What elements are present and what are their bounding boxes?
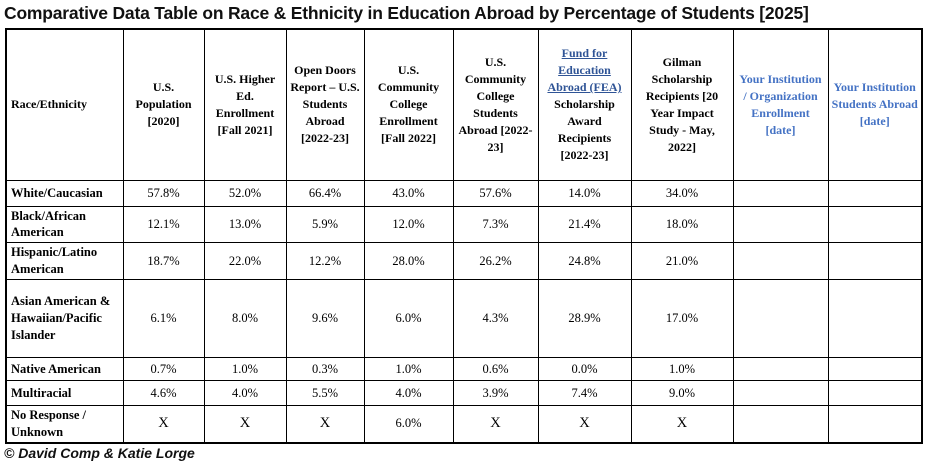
data-cell: 6.1%	[122, 279, 205, 358]
table-row: No Response / Unknown X X X 6.0% X X X	[5, 404, 923, 444]
data-cell: 0.7%	[122, 357, 205, 381]
data-cell: X	[537, 404, 632, 444]
data-cell: 13.0%	[203, 205, 287, 244]
data-cell: 24.8%	[537, 242, 632, 280]
data-cell: 3.9%	[452, 380, 539, 406]
row-label: Black/African American	[5, 205, 124, 244]
row-label: White/Caucasian	[5, 179, 124, 207]
table-row: Native American 0.7% 1.0% 0.3% 1.0% 0.6%…	[5, 357, 923, 381]
data-cell: 4.6%	[122, 380, 205, 406]
data-cell: 43.0%	[363, 179, 454, 207]
copyright-credit: © David Comp & Katie Lorge	[4, 444, 195, 461]
data-cell: 22.0%	[203, 242, 287, 280]
data-cell: 57.6%	[452, 179, 539, 207]
data-cell: 4.0%	[203, 380, 287, 406]
editable-cell[interactable]	[827, 279, 923, 358]
data-cell: 18.0%	[630, 205, 734, 244]
fea-link[interactable]: Fund for Education Abroad (FEA)	[547, 46, 622, 95]
editable-cell[interactable]	[732, 242, 829, 280]
data-cell: 14.0%	[537, 179, 632, 207]
row-label: No Response / Unknown	[5, 404, 124, 444]
data-cell: 6.0%	[363, 279, 454, 358]
row-label: Asian American & Hawaiian/Pacific Island…	[5, 279, 124, 358]
column-header-race-ethnicity: Race/Ethnicity	[5, 28, 124, 181]
editable-cell[interactable]	[732, 179, 829, 207]
column-header-us-higher-ed: U.S. Higher Ed. Enrollment [Fall 2021]	[203, 28, 287, 181]
data-cell: 9.6%	[285, 279, 365, 358]
editable-cell[interactable]	[732, 404, 829, 444]
data-cell: X	[452, 404, 539, 444]
editable-cell[interactable]	[827, 404, 923, 444]
editable-cell[interactable]	[827, 357, 923, 381]
editable-cell[interactable]	[732, 279, 829, 358]
editable-cell[interactable]	[827, 179, 923, 207]
table-row: White/Caucasian 57.8% 52.0% 66.4% 43.0% …	[5, 179, 923, 207]
row-label: Multiracial	[5, 380, 124, 406]
row-label: Native American	[5, 357, 124, 381]
column-header-cc-enrollment: U.S. Community College Enrollment [Fall …	[363, 28, 454, 181]
data-cell: 0.0%	[537, 357, 632, 381]
data-cell: 7.4%	[537, 380, 632, 406]
data-cell: 1.0%	[203, 357, 287, 381]
data-cell: X	[630, 404, 734, 444]
data-cell: 52.0%	[203, 179, 287, 207]
data-cell: 5.9%	[285, 205, 365, 244]
table-row: Hispanic/Latino American 18.7% 22.0% 12.…	[5, 242, 923, 280]
data-cell: 4.0%	[363, 380, 454, 406]
data-cell: 17.0%	[630, 279, 734, 358]
data-cell: X	[122, 404, 205, 444]
editable-cell[interactable]	[732, 205, 829, 244]
column-header-open-doors: Open Doors Report – U.S. Students Abroad…	[285, 28, 365, 181]
data-cell: 0.6%	[452, 357, 539, 381]
data-cell: 9.0%	[630, 380, 734, 406]
data-cell: 0.3%	[285, 357, 365, 381]
data-cell: 66.4%	[285, 179, 365, 207]
data-cell: 8.0%	[203, 279, 287, 358]
comparative-data-table: Race/Ethnicity U.S. Population [2020] U.…	[5, 28, 923, 444]
data-cell: 26.2%	[452, 242, 539, 280]
data-cell: 6.0%	[363, 404, 454, 444]
editable-cell[interactable]	[827, 380, 923, 406]
data-cell: 12.0%	[363, 205, 454, 244]
table-row: Black/African American 12.1% 13.0% 5.9% …	[5, 205, 923, 244]
data-cell: 12.1%	[122, 205, 205, 244]
data-cell: 18.7%	[122, 242, 205, 280]
column-header-your-enrollment: Your Institution / Organization Enrollme…	[732, 28, 829, 181]
editable-cell[interactable]	[827, 205, 923, 244]
row-label: Hispanic/Latino American	[5, 242, 124, 280]
page-title: Comparative Data Table on Race & Ethnici…	[4, 3, 809, 23]
data-cell: X	[203, 404, 287, 444]
data-cell: 28.0%	[363, 242, 454, 280]
column-header-gilman: Gilman Scholarship Recipients [20 Year I…	[630, 28, 734, 181]
data-cell: 21.0%	[630, 242, 734, 280]
data-cell: 28.9%	[537, 279, 632, 358]
data-cell: 21.4%	[537, 205, 632, 244]
data-cell: 1.0%	[363, 357, 454, 381]
data-cell: 34.0%	[630, 179, 734, 207]
table-row: Asian American & Hawaiian/Pacific Island…	[5, 279, 923, 358]
column-header-cc-abroad: U.S. Community College Students Abroad […	[452, 28, 539, 181]
data-cell: 7.3%	[452, 205, 539, 244]
editable-cell[interactable]	[732, 357, 829, 381]
data-cell: 5.5%	[285, 380, 365, 406]
data-cell: 1.0%	[630, 357, 734, 381]
column-header-us-population: U.S. Population [2020]	[122, 28, 205, 181]
column-header-your-abroad: Your Institution Students Abroad [date]	[827, 28, 923, 181]
data-cell: 4.3%	[452, 279, 539, 358]
column-header-fea: Fund for Education Abroad (FEA) Scholars…	[537, 28, 632, 181]
data-cell: X	[285, 404, 365, 444]
editable-cell[interactable]	[827, 242, 923, 280]
table-header-row: Race/Ethnicity U.S. Population [2020] U.…	[5, 28, 923, 181]
data-cell: 57.8%	[122, 179, 205, 207]
data-cell: 12.2%	[285, 242, 365, 280]
fea-header-text: Scholarship Award Recipients [2022-23]	[554, 97, 615, 163]
editable-cell[interactable]	[732, 380, 829, 406]
table-row: Multiracial 4.6% 4.0% 5.5% 4.0% 3.9% 7.4…	[5, 380, 923, 406]
